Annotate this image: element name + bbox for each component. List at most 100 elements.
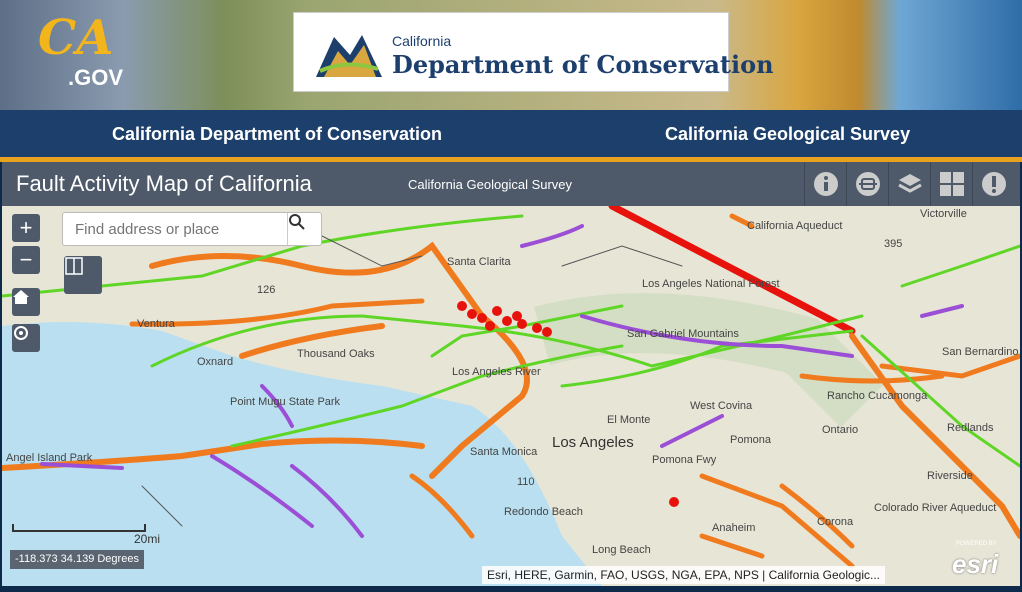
header-banner: CA .GOV California Department of Conserva… [0, 0, 1022, 110]
basemap-button[interactable] [846, 162, 888, 206]
fault-line-pre-quaternary[interactable] [301, 225, 423, 267]
fault-line-holocene[interactable] [149, 241, 530, 479]
fault-line-holocene[interactable] [879, 353, 1020, 379]
fault-line-holocene[interactable] [699, 473, 855, 569]
place-label: Ontario [822, 424, 859, 436]
fault-line-quaternary[interactable] [290, 464, 364, 538]
search-button[interactable] [287, 213, 321, 245]
place-label: Angel Island Park [6, 452, 93, 464]
swipe-icon [65, 257, 83, 275]
zoom-in-button[interactable]: + [12, 214, 40, 242]
nav-bar: California Department of Conservation Ca… [0, 110, 1022, 158]
fault-map [2, 206, 1020, 586]
place-label: Ventura [137, 318, 175, 330]
historic-rupture-point[interactable] [477, 313, 487, 323]
place-label: El Monte [607, 414, 651, 426]
fault-line-late-quaternary[interactable] [430, 304, 624, 358]
fault-line-holocene[interactable] [779, 483, 855, 549]
place-label: Victorville [920, 208, 967, 220]
fault-line-late-quaternary[interactable] [230, 344, 624, 448]
place-label: Thousand Oaks [297, 348, 375, 360]
locate-icon [14, 326, 28, 340]
place-label: California Aqueduct [747, 220, 843, 232]
map-view[interactable]: Victorville California Aqueduct Santa Clar… [2, 206, 1020, 586]
fault-line-quaternary[interactable] [580, 314, 854, 358]
nav-link-doc[interactable]: California Department of Conservation [112, 124, 443, 144]
historic-rupture-point[interactable] [492, 306, 502, 316]
place-label: Long Beach [592, 544, 651, 556]
nav-link-cgs[interactable]: California Geological Survey [665, 124, 911, 144]
fault-line-pre-quaternary[interactable] [561, 245, 683, 267]
layers-icon [897, 174, 922, 193]
historic-rupture-point[interactable] [517, 319, 527, 329]
historic-rupture-point[interactable] [532, 323, 542, 333]
fault-line-holocene[interactable] [729, 213, 755, 229]
fault-line-quaternary[interactable] [520, 224, 584, 248]
fault-line-late-quaternary[interactable] [560, 329, 854, 388]
place-label: San Bernardino [942, 346, 1019, 358]
place-label: Pomona [730, 434, 771, 446]
doc-logo[interactable]: California Department of Conservation [293, 12, 774, 92]
fault-line-quaternary[interactable] [260, 384, 294, 428]
doc-emblem-icon [316, 35, 382, 77]
fault-line-late-quaternary[interactable] [150, 314, 864, 368]
ocean [2, 322, 602, 586]
historic-rupture-point[interactable] [542, 327, 552, 337]
place-label: Anaheim [712, 522, 756, 534]
historic-rupture-point[interactable] [669, 497, 679, 507]
scale-bar [12, 524, 146, 532]
alert-button[interactable] [972, 162, 1014, 206]
place-label: 395 [884, 238, 903, 250]
historic-rupture-point[interactable] [512, 311, 522, 321]
historic-rupture-point[interactable] [457, 301, 467, 311]
place-label: Santa Clarita [447, 256, 511, 268]
fault-line-late-quaternary[interactable] [900, 244, 1020, 288]
historic-rupture-point[interactable] [467, 309, 477, 319]
attribution[interactable]: Esri, HERE, Garmin, FAO, USGS, NGA, EPA,… [482, 566, 886, 584]
home-icon [13, 290, 29, 304]
fault-line-quaternary[interactable] [210, 454, 314, 528]
info-button[interactable] [804, 162, 846, 206]
app-title-bar: Fault Activity Map of California Califor… [2, 162, 1020, 206]
fault-line-holocene[interactable] [239, 323, 385, 359]
fault-line-quaternary[interactable] [40, 462, 124, 470]
search-input[interactable] [63, 213, 288, 245]
footer-bar [0, 586, 1022, 592]
doc-big-text: Department of Conservation [392, 50, 774, 79]
place-label: 110 [517, 476, 535, 488]
basemap-icon [855, 172, 880, 196]
place-label: Pomona Fwy [652, 454, 717, 466]
app-title: Fault Activity Map of California [16, 171, 312, 196]
fault-line-holocene[interactable] [799, 373, 945, 384]
powered-by: POWERED BY [956, 541, 997, 547]
historic-rupture-point[interactable] [502, 316, 512, 326]
fault-line-quaternary[interactable] [660, 414, 724, 448]
fault-line-holocene[interactable] [699, 533, 765, 559]
place-label: Corona [817, 516, 854, 528]
fault-line-holocene[interactable] [129, 298, 425, 327]
place-label: Santa Monica [470, 446, 538, 458]
fault-line-historic[interactable] [608, 206, 856, 335]
alert-icon [981, 172, 1006, 196]
locate-button[interactable] [12, 324, 40, 352]
app-subtitle: California Geological Survey [408, 177, 573, 192]
place-label: Los Angeles National Forest [642, 278, 780, 290]
fault-line-pre-quaternary[interactable] [141, 485, 183, 527]
fault-line-holocene[interactable] [849, 333, 1020, 539]
info-icon [813, 172, 838, 196]
grid-button[interactable] [930, 162, 972, 206]
fault-line-late-quaternary[interactable] [860, 334, 1020, 468]
historic-rupture-point[interactable] [485, 321, 495, 331]
home-button[interactable] [12, 288, 40, 316]
fault-line-quaternary[interactable] [920, 304, 964, 318]
zoom-out-button[interactable]: − [12, 246, 40, 274]
ca-gov-logo[interactable]: CA .GOV [38, 10, 124, 90]
fault-line-holocene[interactable] [409, 473, 475, 539]
scale-label: 20mi [134, 532, 161, 546]
swipe-button[interactable] [64, 256, 102, 294]
doc-small-text: California [392, 33, 452, 49]
grid-icon [939, 172, 964, 196]
place-label: Rancho Cucamonga [827, 390, 928, 402]
layers-button[interactable] [888, 162, 930, 206]
place-label: Riverside [927, 470, 973, 482]
